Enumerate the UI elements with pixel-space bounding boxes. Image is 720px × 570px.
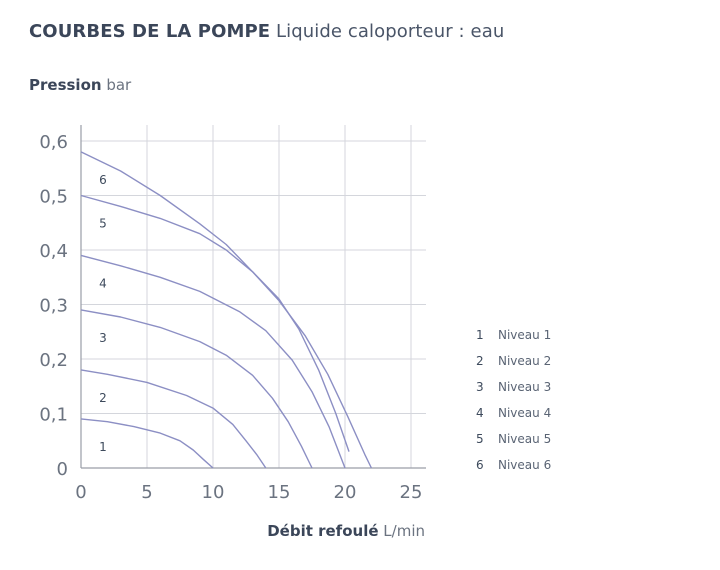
legend-item: 3 Niveau 3 bbox=[476, 374, 551, 400]
x-axis-label-unit: L/min bbox=[383, 522, 425, 540]
series-line-niveau-2 bbox=[80, 369, 267, 469]
series-line-niveau-1 bbox=[80, 418, 214, 469]
y-axis-label-unit: bar bbox=[106, 76, 132, 94]
legend-number: 1 bbox=[476, 328, 484, 342]
x-tick-label: 10 bbox=[202, 482, 225, 503]
legend-number: 3 bbox=[476, 380, 484, 394]
axes bbox=[80, 125, 426, 469]
curve-label-niveau-6: 6 bbox=[99, 173, 107, 187]
legend-item: 6 Niveau 6 bbox=[476, 452, 551, 478]
legend-item: 4 Niveau 4 bbox=[476, 400, 551, 426]
curve-label-niveau-5: 5 bbox=[99, 217, 107, 231]
legend-item: 1 Niveau 1 bbox=[476, 322, 551, 348]
chart-title-sub: Liquide caloporteur : eau bbox=[276, 21, 505, 42]
legend-label: Niveau 2 bbox=[498, 354, 552, 368]
legend-label: Niveau 4 bbox=[498, 406, 552, 420]
y-axis-label-main: Pression bbox=[29, 76, 102, 94]
x-tick-label: 15 bbox=[268, 482, 291, 503]
series-line-niveau-3 bbox=[80, 309, 313, 469]
legend-label: Niveau 1 bbox=[498, 328, 552, 342]
x-axis-label-main: Débit refoulé bbox=[267, 522, 379, 540]
x-tick-label: 5 bbox=[141, 482, 152, 503]
y-tick-label: 0,2 bbox=[39, 350, 68, 371]
series-lines bbox=[80, 151, 373, 469]
y-tick-label: 0,1 bbox=[39, 405, 68, 426]
curve-labels: 1 2 3 4 5 6 bbox=[99, 173, 107, 454]
y-tick-label: 0,6 bbox=[39, 132, 68, 153]
legend-number: 6 bbox=[476, 458, 484, 472]
series-line-niveau-6 bbox=[80, 151, 373, 469]
chart-title: COURBES DE LA POMPE Liquide caloporteur … bbox=[29, 21, 504, 42]
curve-label-niveau-3: 3 bbox=[99, 331, 107, 345]
legend-label: Niveau 5 bbox=[498, 432, 552, 446]
y-tick-label: 0,4 bbox=[39, 241, 68, 262]
y-tick-label: 0 bbox=[57, 459, 68, 480]
y-axis-label: Pression bar bbox=[29, 76, 131, 94]
x-axis-label: Débit refoulé L/min bbox=[267, 522, 425, 540]
legend-item: 5 Niveau 5 bbox=[476, 426, 551, 452]
x-tick-label: 25 bbox=[400, 482, 423, 503]
legend-item: 2 Niveau 2 bbox=[476, 348, 551, 374]
legend-label: Niveau 3 bbox=[498, 380, 552, 394]
x-tick-label: 0 bbox=[75, 482, 86, 503]
legend-number: 2 bbox=[476, 354, 484, 368]
curve-label-niveau-1: 1 bbox=[99, 440, 107, 454]
grid bbox=[81, 125, 426, 468]
series-line-niveau-4 bbox=[80, 254, 346, 469]
legend: 1 Niveau 1 2 Niveau 2 3 Niveau 3 4 Nivea… bbox=[476, 322, 551, 478]
x-tick-label: 20 bbox=[334, 482, 357, 503]
legend-label: Niveau 6 bbox=[498, 458, 552, 472]
y-tick-label: 0,3 bbox=[39, 296, 68, 317]
legend-number: 4 bbox=[476, 406, 484, 420]
curve-label-niveau-4: 4 bbox=[99, 276, 107, 290]
chart-title-main: COURBES DE LA POMPE bbox=[29, 21, 271, 42]
curve-label-niveau-2: 2 bbox=[99, 391, 107, 405]
legend-number: 5 bbox=[476, 432, 484, 446]
y-tick-label: 0,5 bbox=[39, 187, 68, 208]
